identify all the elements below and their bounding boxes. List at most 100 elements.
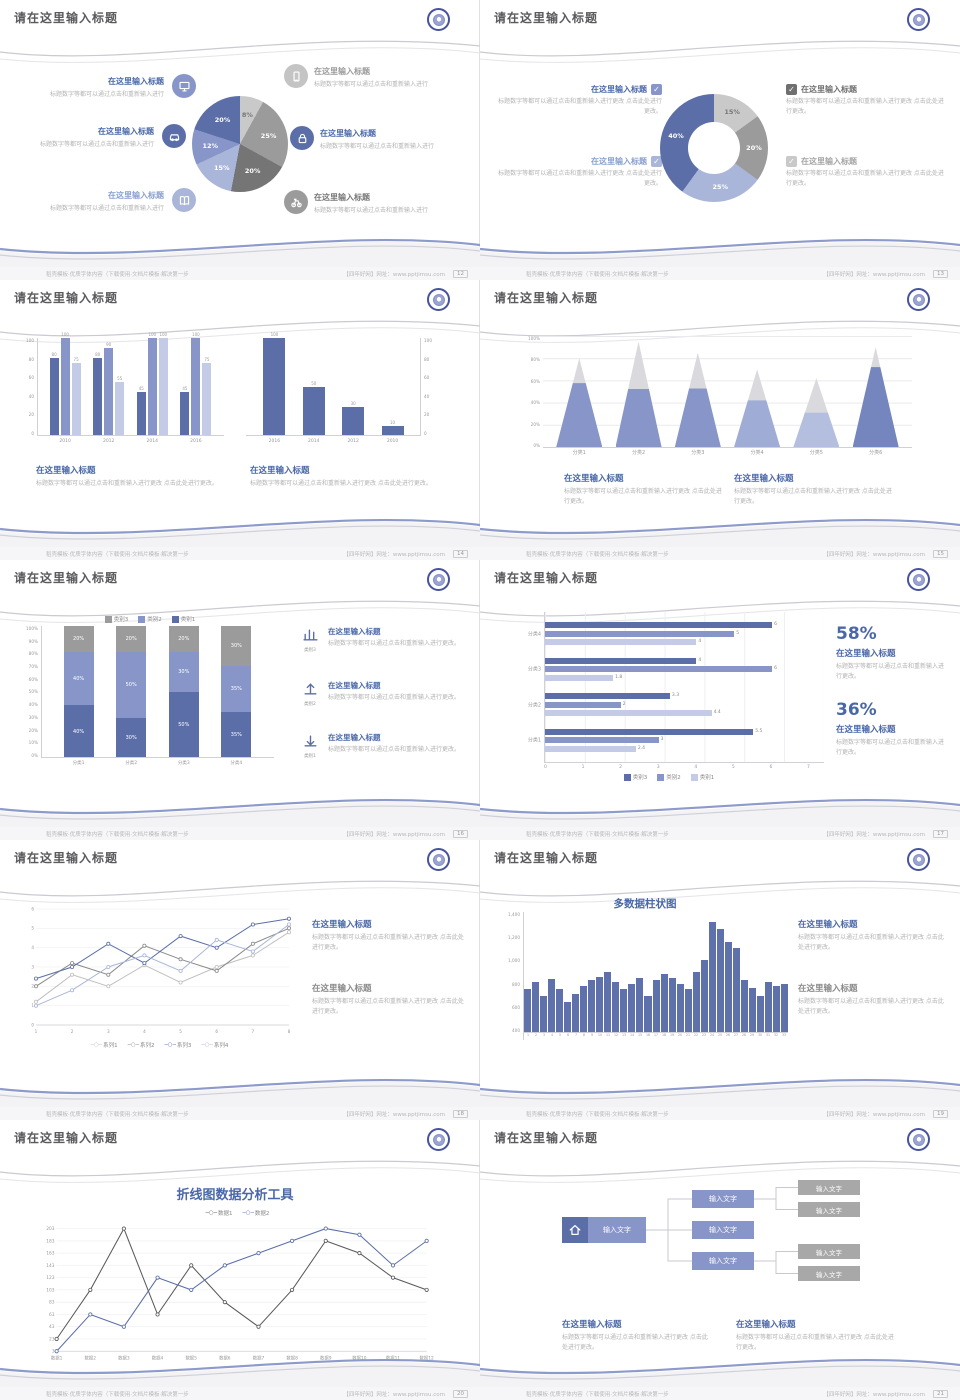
block-title: 在这里输入标题: [328, 733, 381, 742]
slide-18[interactable]: 请在这里输入标题 稻壳模板·优质字体内容（下载使用·文档片模板·解决第一步 【四…: [0, 839, 481, 1121]
slide-content: 在这里输入标题 ✓ 标题数字等都可以通过点击和重新输入进行更改 点击此处进行更改。…: [480, 0, 960, 280]
slide-title: 请在这里输入标题: [14, 571, 119, 585]
svg-text:23: 23: [49, 1336, 55, 1342]
bar: [772, 986, 780, 1032]
bottom-swoosh-decoration: [480, 1358, 960, 1387]
bar: [540, 996, 548, 1032]
text-block: 在这里输入标题 标题数字等都可以通过点击和重新输入进行更改 点击此处进行更改。: [798, 918, 946, 952]
stack-segment: 35%: [221, 665, 252, 712]
university-logo-icon: [907, 1128, 930, 1151]
text-block: 在这里输入标题 标题数字等都可以通过点击和重新输入进行更改 点击此处进行更改。: [734, 472, 892, 506]
horizontal-bar-chart: 分类4 6 5 4 分类3 4 6 1.8 分类2 3.3 2 4.4 分类1 5.5 3 2.4 0 1 2 3 4 5…: [514, 612, 824, 784]
stack-segment: 30%: [116, 718, 147, 758]
slide-20[interactable]: 请在这里输入标题 稻壳模板·优质字体内容（下载使用·文档片模板·解决第一步 【四…: [0, 1119, 481, 1400]
stack-segment: 30%: [168, 652, 199, 692]
slide-17[interactable]: 请在这里输入标题 稻壳模板·优质字体内容（下载使用·文档片模板·解决第一步 【四…: [479, 559, 960, 841]
org-node-box[interactable]: 输入文字: [692, 1190, 754, 1208]
upload-icon: [302, 682, 319, 701]
bottom-swoosh-decoration: [480, 518, 960, 547]
slide-content: 100 80 60 40 20 0 80 100 75 2010 80 90 55 2012 45 100 10…: [0, 280, 480, 560]
grouped-bar-chart: 100 80 60 40 20 0 80 100 75 2010 80 90 55 2012 45 100 10…: [26, 332, 224, 448]
stack-segment: 50%: [168, 692, 199, 758]
org-node-box[interactable]: 输入文字: [692, 1221, 754, 1239]
svg-text:4: 4: [143, 1029, 146, 1034]
bar-group: 80 100 75 2010: [49, 332, 81, 444]
slice-label: 20%: [214, 115, 231, 124]
slide-19[interactable]: 请在这里输入标题 稻壳模板·优质字体内容（下载使用·文档片模板·解决第一步 【四…: [479, 839, 960, 1121]
line-chart-tool: ─○─ 数据1 ─○─ 数据2 203 183 163 143 123 103 83 63 43 23 3 数…: [40, 1206, 435, 1364]
stat-value: 58%: [836, 624, 877, 644]
slide-14[interactable]: 请在这里输入标题 稻壳模板·优质字体内容（下载使用·文档片模板·解决第一步 【四…: [0, 279, 481, 561]
stack-column: 20% 30% 50% 分类3: [168, 626, 199, 770]
block-title: 在这里输入标题: [736, 1320, 796, 1330]
svg-text:143: 143: [46, 1263, 55, 1269]
stack-column: 20% 40% 40% 分类1: [63, 626, 94, 770]
slide-13[interactable]: 请在这里输入标题 稻壳模板·优质字体内容（下载使用·文档片模板·解决第一步 【四…: [479, 0, 960, 281]
org-node-box[interactable]: 输入文字: [692, 1252, 754, 1270]
bottom-swoosh-decoration: [0, 1358, 480, 1387]
org-leaf-box[interactable]: 输入文字: [798, 1202, 860, 1217]
slide-15[interactable]: 请在这里输入标题 稻壳模板·优质字体内容（下载使用·文档片模板·解决第一步 【四…: [479, 279, 960, 561]
pyramid-item: 分类6: [852, 336, 899, 456]
footer-left-text: 稻壳模板·优质字体内容（下载使用·文档片模板·解决第一步: [46, 1111, 189, 1118]
bottom-swoosh-decoration: [480, 798, 960, 827]
checkbox-icon[interactable]: ✓: [786, 84, 797, 95]
bar: [636, 978, 644, 1032]
bar: 45: [180, 386, 190, 436]
bar: [580, 986, 588, 1032]
check-item: ✓ 在这里输入标题 标题数字等都可以通过点击和重新输入进行更改 点击此处进行更改。: [786, 84, 946, 116]
bar: 1.8: [545, 674, 622, 681]
slide-title: 请在这里输入标题: [494, 11, 599, 25]
bar: 4: [545, 657, 701, 664]
feature-item: 类别1 在这里输入标题 标题数字等都可以通过点击和重新输入进行更改。: [298, 732, 470, 759]
bar: [708, 921, 716, 1032]
slide-title: 请在这里输入标题: [14, 291, 119, 305]
checkbox-icon[interactable]: ✓: [651, 84, 662, 95]
block-body: 标题数字等都可以通过点击和重新输入进行更改。: [328, 746, 461, 753]
bar-group: 分类1 5.5 3 2.4: [527, 728, 763, 752]
svg-text:2: 2: [71, 1029, 74, 1034]
lock-icon: [290, 126, 314, 150]
org-leaf-box[interactable]: 输入文字: [798, 1244, 860, 1259]
slice-label: 25%: [712, 183, 729, 192]
text-block: 在这里输入标题 标题数字等都可以通过点击和重新输入进行更改 点击此处进行更改。: [312, 982, 464, 1016]
slide-21[interactable]: 请在这里输入标题 稻壳模板·优质字体内容（下载使用·文档片模板·解决第一步 【四…: [479, 1119, 960, 1400]
svg-text:数据10: 数据10: [352, 1355, 366, 1362]
org-leaf-box[interactable]: 输入文字: [798, 1266, 860, 1281]
slide-16[interactable]: 请在这里输入标题 稻壳模板·优质字体内容（下载使用·文档片模板·解决第一步 【四…: [0, 559, 481, 841]
org-root-box[interactable]: 输入文字: [562, 1217, 646, 1243]
university-logo-icon: [907, 8, 930, 31]
bar-group: 30 2012: [342, 338, 365, 448]
slice-label: 15%: [213, 163, 230, 172]
chart-legend: ─○─ 数据1 ─○─ 数据2: [40, 1206, 435, 1220]
bar: [524, 988, 532, 1032]
svg-text:43: 43: [49, 1324, 55, 1330]
page-number: 14: [453, 549, 468, 558]
block-title: 在这里输入标题: [36, 466, 96, 476]
feature-tag: 类别3: [304, 648, 316, 653]
bar: [764, 981, 772, 1032]
slide-content: 输入文字 输入文字 输入文字 输入文字 输入文字 输入文字 输入文字 输入文字 …: [480, 1120, 960, 1400]
block-title: 在这里输入标题: [562, 1320, 622, 1330]
stack-column: 30% 35% 35% 分类4: [221, 626, 252, 770]
block-title: 在这里输入标题: [312, 984, 372, 994]
svg-text:8: 8: [288, 1029, 291, 1034]
page-number: 17: [933, 829, 948, 838]
bar-group: 45 100 75 2016: [180, 332, 212, 444]
org-leaf-box[interactable]: 输入文字: [798, 1180, 860, 1195]
chart-legend: 类别3 类别2 类别1: [26, 612, 274, 626]
page-number: 18: [453, 1109, 468, 1118]
bar: [604, 972, 612, 1032]
checkbox-icon[interactable]: ✓: [786, 156, 797, 167]
svg-text:5: 5: [31, 926, 34, 931]
checkbox-icon[interactable]: ✓: [651, 156, 662, 167]
pyramid-chart: 100% 80% 60% 40% 20% 0% 分类1 分类2 分类3 分类4 分类5 分类6: [528, 336, 912, 460]
slide-12[interactable]: 请在这里输入标题 稻壳模板·优质字体内容（下载使用·文档片模板·解决第一步 【四…: [0, 0, 481, 281]
page-number: 16: [453, 829, 468, 838]
top-swoosh-decoration: [0, 40, 480, 63]
slide-footer: 稻壳模板·优质字体内容（下载使用·文档片模板·解决第一步 【四年好网】网址：ww…: [480, 267, 960, 280]
bar: [612, 981, 620, 1032]
stack-segment: 40%: [63, 705, 94, 758]
slide-title: 请在这里输入标题: [494, 291, 599, 305]
